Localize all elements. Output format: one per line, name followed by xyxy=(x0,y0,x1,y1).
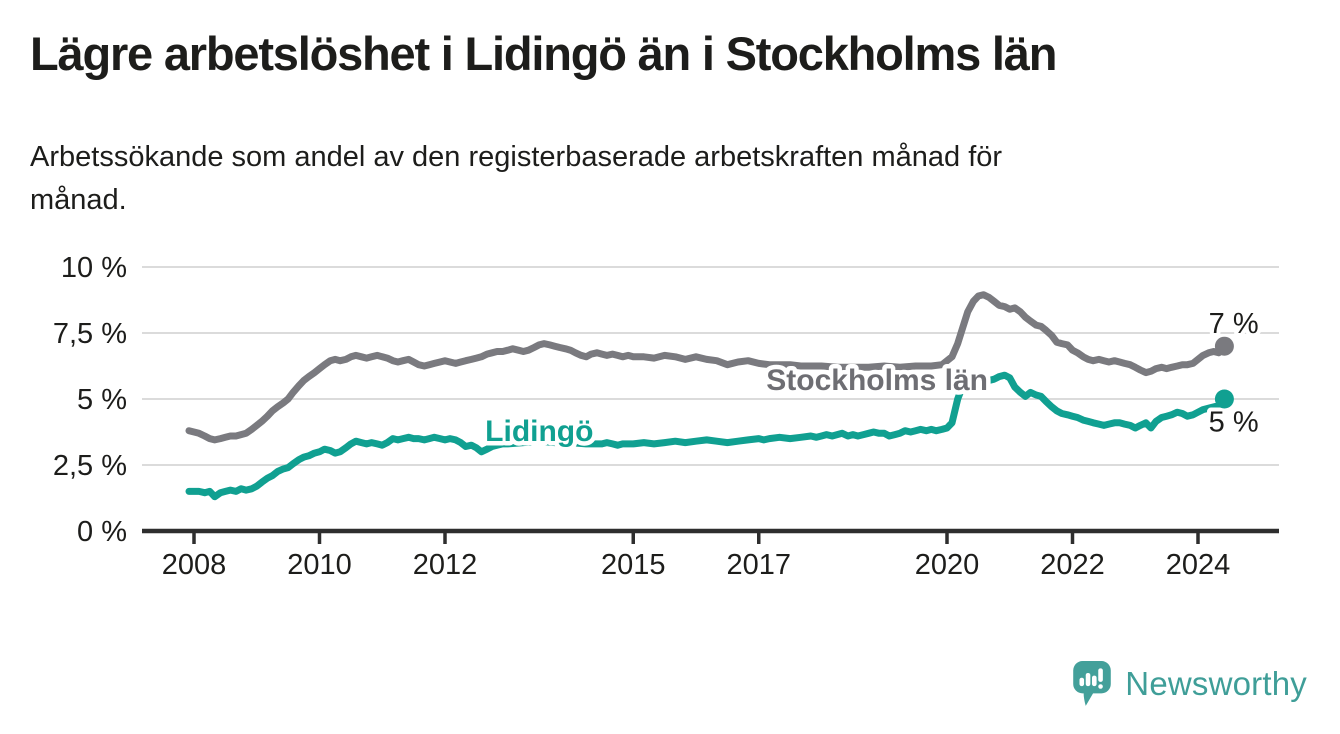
logo-bar-1 xyxy=(1079,677,1085,687)
x-axis-tick-label: 2022 xyxy=(1040,549,1105,581)
logo-bar-2 xyxy=(1086,673,1091,687)
series-end-dot-lidingo xyxy=(1214,389,1234,409)
series-line-stockholm xyxy=(185,291,1228,444)
x-axis-tick-label: 2020 xyxy=(915,549,980,581)
x-axis-tick-label: 2017 xyxy=(726,549,791,581)
end-value-label-lidingo: 5 % xyxy=(1209,406,1259,438)
logo-exclamation-dot xyxy=(1098,684,1104,689)
newsworthy-logo-icon xyxy=(1073,661,1112,706)
y-axis-tick-label: 0 % xyxy=(77,516,127,548)
series-label-lidingo: Lidingö xyxy=(485,415,593,448)
chart-subtitle: Arbetssökande som andel av den registerb… xyxy=(30,141,1003,216)
x-axis-tick-label: 2012 xyxy=(413,549,478,581)
x-axis-tick-label: 2015 xyxy=(601,549,666,581)
series-line-lidingo xyxy=(185,371,1228,501)
x-axis-tick-label: 2010 xyxy=(287,549,352,581)
series-label-stockholm: Stockholms län xyxy=(766,364,988,397)
logo-bar-3 xyxy=(1092,675,1097,687)
newsworthy-logo-text: Newsworthy xyxy=(1125,665,1307,702)
y-axis-tick-label: 5 % xyxy=(77,384,127,416)
y-axis-tick-label: 10 % xyxy=(61,252,127,284)
logo-exclamation-bar xyxy=(1098,668,1104,682)
end-value-label-stockholm: 7 % xyxy=(1209,308,1259,340)
line-chart-svg: 2008 2010 2012 2015 2017 2020 2022 2024 10 % 7,5 … xyxy=(53,252,1279,581)
unemployment-line-chart: 2008 2010 2012 2015 2017 2020 2022 2024 10 % 7,5 … xyxy=(0,240,1340,600)
x-axis-tick-label: 2024 xyxy=(1166,549,1231,581)
x-axis-tick-label: 2008 xyxy=(162,549,227,581)
newsworthy-brand[interactable]: Newsworthy xyxy=(1072,660,1307,708)
y-axis-tick-label: 2,5 % xyxy=(53,450,127,482)
page-title: Lägre arbetslöshet i Lidingö än i Stockh… xyxy=(30,27,1057,80)
y-axis-tick-label: 7,5 % xyxy=(53,318,127,350)
series-end-dot-stockholm xyxy=(1214,336,1234,356)
